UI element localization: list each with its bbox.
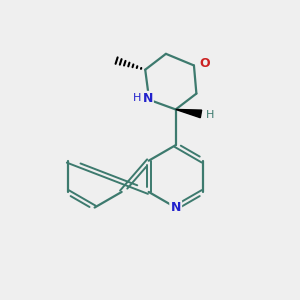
Polygon shape	[176, 110, 202, 118]
Text: N: N	[170, 201, 181, 214]
Text: H: H	[133, 93, 141, 103]
Text: N: N	[142, 92, 153, 105]
Text: H: H	[206, 110, 215, 120]
Text: O: O	[199, 58, 210, 70]
